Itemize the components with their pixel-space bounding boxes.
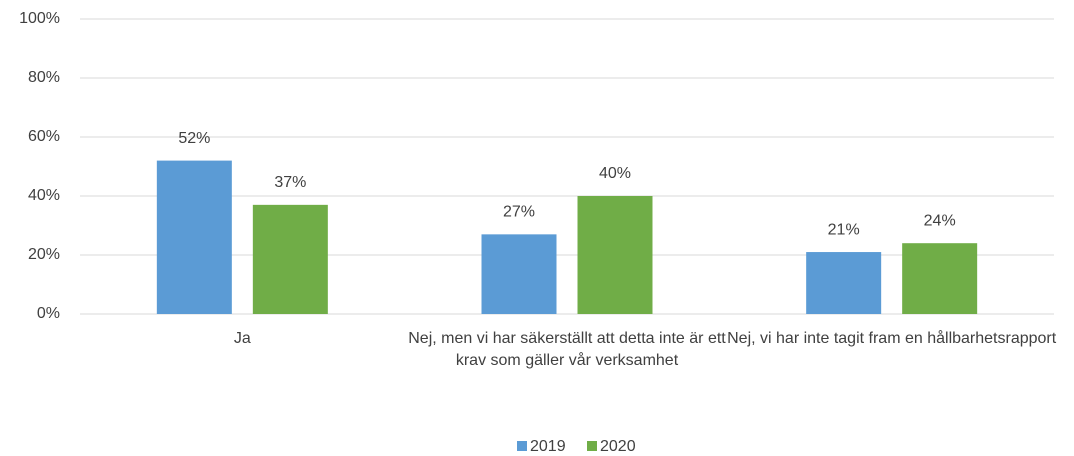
- x-tick-label-box: Nej, vi har inte tagit fram en hållbarhe…: [727, 330, 1057, 347]
- data-label: 37%: [274, 174, 306, 191]
- y-tick-label: 60%: [28, 128, 60, 145]
- bar: [156, 160, 232, 314]
- bar: [902, 243, 978, 314]
- y-tick-label: 100%: [19, 10, 60, 27]
- x-tick-label: Nej, vi har inte tagit fram en hållbarhe…: [727, 330, 1057, 347]
- x-tick-label-box: Nej, men vi har säkerställt att detta in…: [408, 330, 726, 369]
- data-label: 27%: [503, 204, 535, 221]
- y-tick-label: 20%: [28, 246, 60, 263]
- bar: [481, 234, 557, 314]
- x-tick-label-box: Ja: [233, 330, 251, 347]
- y-tick-label: 0%: [37, 305, 60, 322]
- data-label: 52%: [178, 130, 210, 147]
- legend-label: 2020: [600, 438, 636, 455]
- x-tick-label: Nej, men vi har säkerställt att detta in…: [408, 330, 726, 369]
- y-tick-label: 80%: [28, 69, 60, 86]
- legend-swatch: [517, 441, 527, 451]
- y-tick-label: 40%: [28, 187, 60, 204]
- legend-label: 2019: [530, 438, 566, 455]
- data-label: 24%: [924, 212, 956, 229]
- bar: [806, 252, 882, 314]
- legend-swatch: [587, 441, 597, 451]
- x-tick-label: Ja: [233, 330, 251, 347]
- bar: [252, 204, 328, 314]
- data-label: 40%: [599, 165, 631, 182]
- data-label: 21%: [828, 221, 860, 238]
- bar: [577, 196, 653, 314]
